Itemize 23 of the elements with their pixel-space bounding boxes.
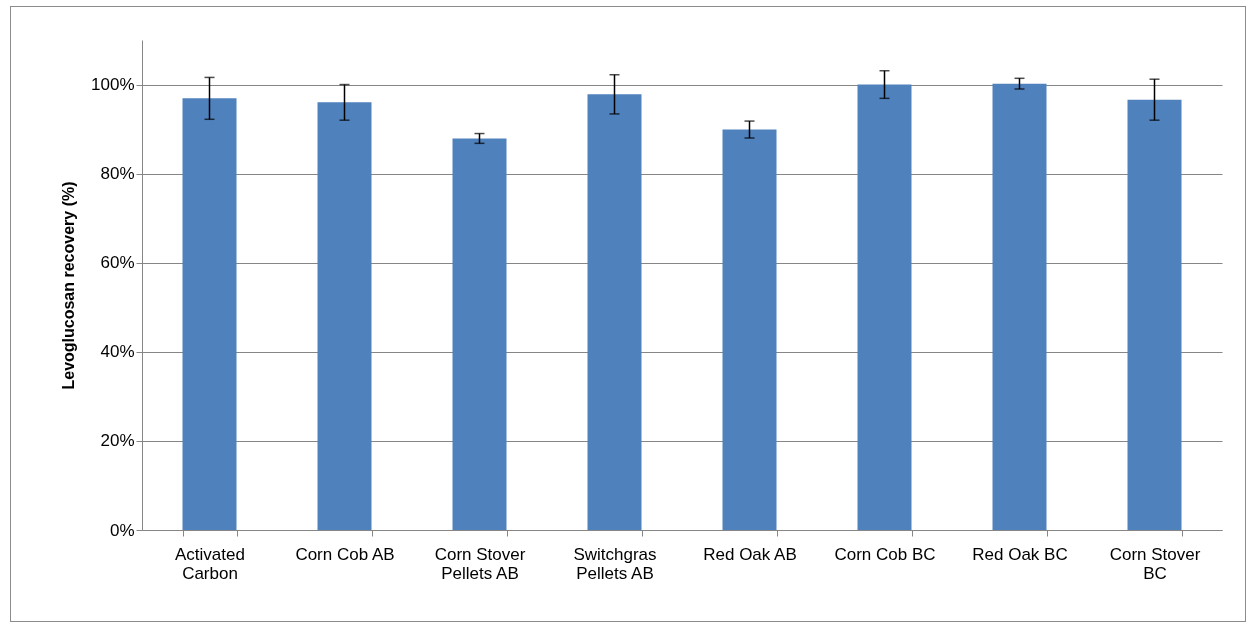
y-tick-label: 20%: [100, 431, 135, 451]
x-tick-label: Corn Stover Pellets AB: [434, 544, 526, 583]
bar: [857, 84, 912, 530]
bar: [182, 98, 237, 530]
x-tick-label: Corn Stover BC: [1109, 544, 1201, 583]
y-tick-label: 100%: [91, 75, 135, 95]
y-tick-label: 40%: [100, 342, 135, 362]
bar: [587, 94, 642, 530]
y-tick-label: 80%: [100, 164, 135, 184]
x-tick-label: Red Oak AB: [703, 544, 797, 564]
x-tick-label: Switchgras Pellets AB: [573, 544, 657, 583]
bar: [992, 83, 1047, 530]
x-tick-label: Red Oak BC: [972, 544, 1068, 564]
bar: [722, 129, 777, 530]
bar: [452, 138, 507, 530]
x-tick-label: Corn Cob AB: [295, 544, 395, 564]
x-tick-label: Corn Cob BC: [834, 544, 936, 564]
y-tick-label: 0%: [109, 520, 135, 540]
x-tick-label: Activated Carbon: [175, 544, 245, 583]
bar: [317, 102, 372, 530]
bar: [1127, 99, 1182, 530]
y-axis-title: Levoglucosan recovery (%): [60, 181, 78, 390]
y-tick-label: 60%: [100, 253, 135, 273]
